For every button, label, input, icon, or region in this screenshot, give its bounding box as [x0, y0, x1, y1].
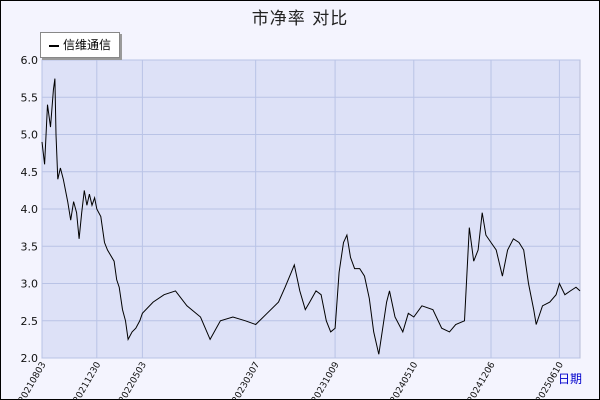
y-tick-label: 5.0: [21, 129, 39, 142]
y-tick-label: 3.0: [21, 278, 39, 291]
y-tick-label: 2.0: [21, 352, 39, 365]
x-axis-ticks: 20210803 20211230 20220503 20230307 20231009…: [17, 360, 566, 400]
y-tick-label: 5.5: [21, 91, 39, 104]
chart-title: 市净率 对比: [251, 9, 349, 29]
x-tick-label: 20220503: [117, 361, 149, 400]
x-axis-label: 日期: [558, 372, 582, 386]
legend: 信维通信: [40, 32, 121, 58]
x-tick-label: 20210803: [17, 361, 49, 400]
x-tick-label: 20211230: [72, 360, 104, 400]
legend-label: 信维通信: [63, 38, 112, 52]
grid-lines: [41, 59, 580, 359]
x-tick-label: 20230307: [231, 361, 263, 400]
x-tick-label: 20241206: [466, 360, 498, 400]
y-tick-label: 3.5: [21, 240, 39, 253]
y-axis-ticks: 2.0 2.5 3.0 3.5 4.0 4.5 5.0 5.5 6.0: [21, 54, 39, 365]
legend-line-swatch: [49, 44, 59, 47]
y-tick-label: 2.5: [21, 315, 39, 328]
y-tick-label: 4.0: [21, 203, 39, 216]
x-tick-label: 20231009: [310, 360, 342, 400]
y-tick-label: 4.5: [21, 166, 39, 179]
series-line-xinwei: [41, 78, 581, 355]
y-tick-label: 6.0: [21, 54, 39, 67]
x-tick-label: 20240510: [389, 360, 421, 400]
